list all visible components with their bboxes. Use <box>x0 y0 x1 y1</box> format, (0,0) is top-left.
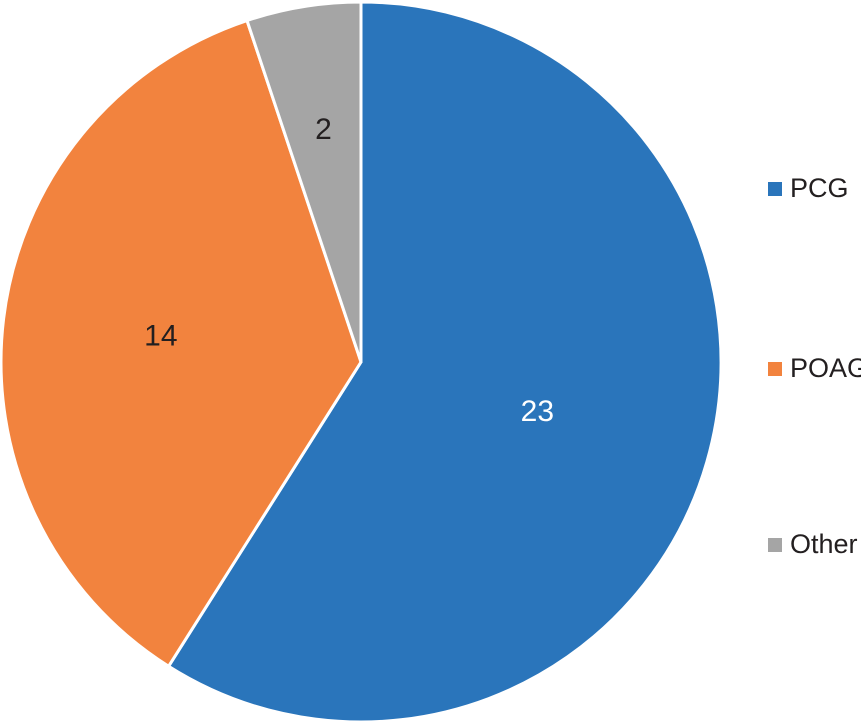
legend-item-pcg: PCG <box>768 173 849 204</box>
legend-swatch-other <box>768 537 782 552</box>
data-label-pcg: 23 <box>521 395 554 428</box>
data-label-other: 2 <box>315 113 332 146</box>
legend-swatch-pcg <box>768 181 782 196</box>
data-label-poag: 14 <box>144 320 177 353</box>
pie-slice-pcg <box>166 0 723 724</box>
legend-swatch-poag <box>768 361 782 376</box>
pie-slice-poag <box>0 18 363 669</box>
legend-label-other: Other <box>790 529 858 559</box>
pie-slice-other <box>245 0 363 363</box>
legend-label-poag: POAG <box>790 353 861 383</box>
legend-item-other: Other <box>768 529 858 560</box>
legend-label-pcg: PCG <box>790 173 849 203</box>
legend-item-poag: POAG <box>768 353 861 384</box>
